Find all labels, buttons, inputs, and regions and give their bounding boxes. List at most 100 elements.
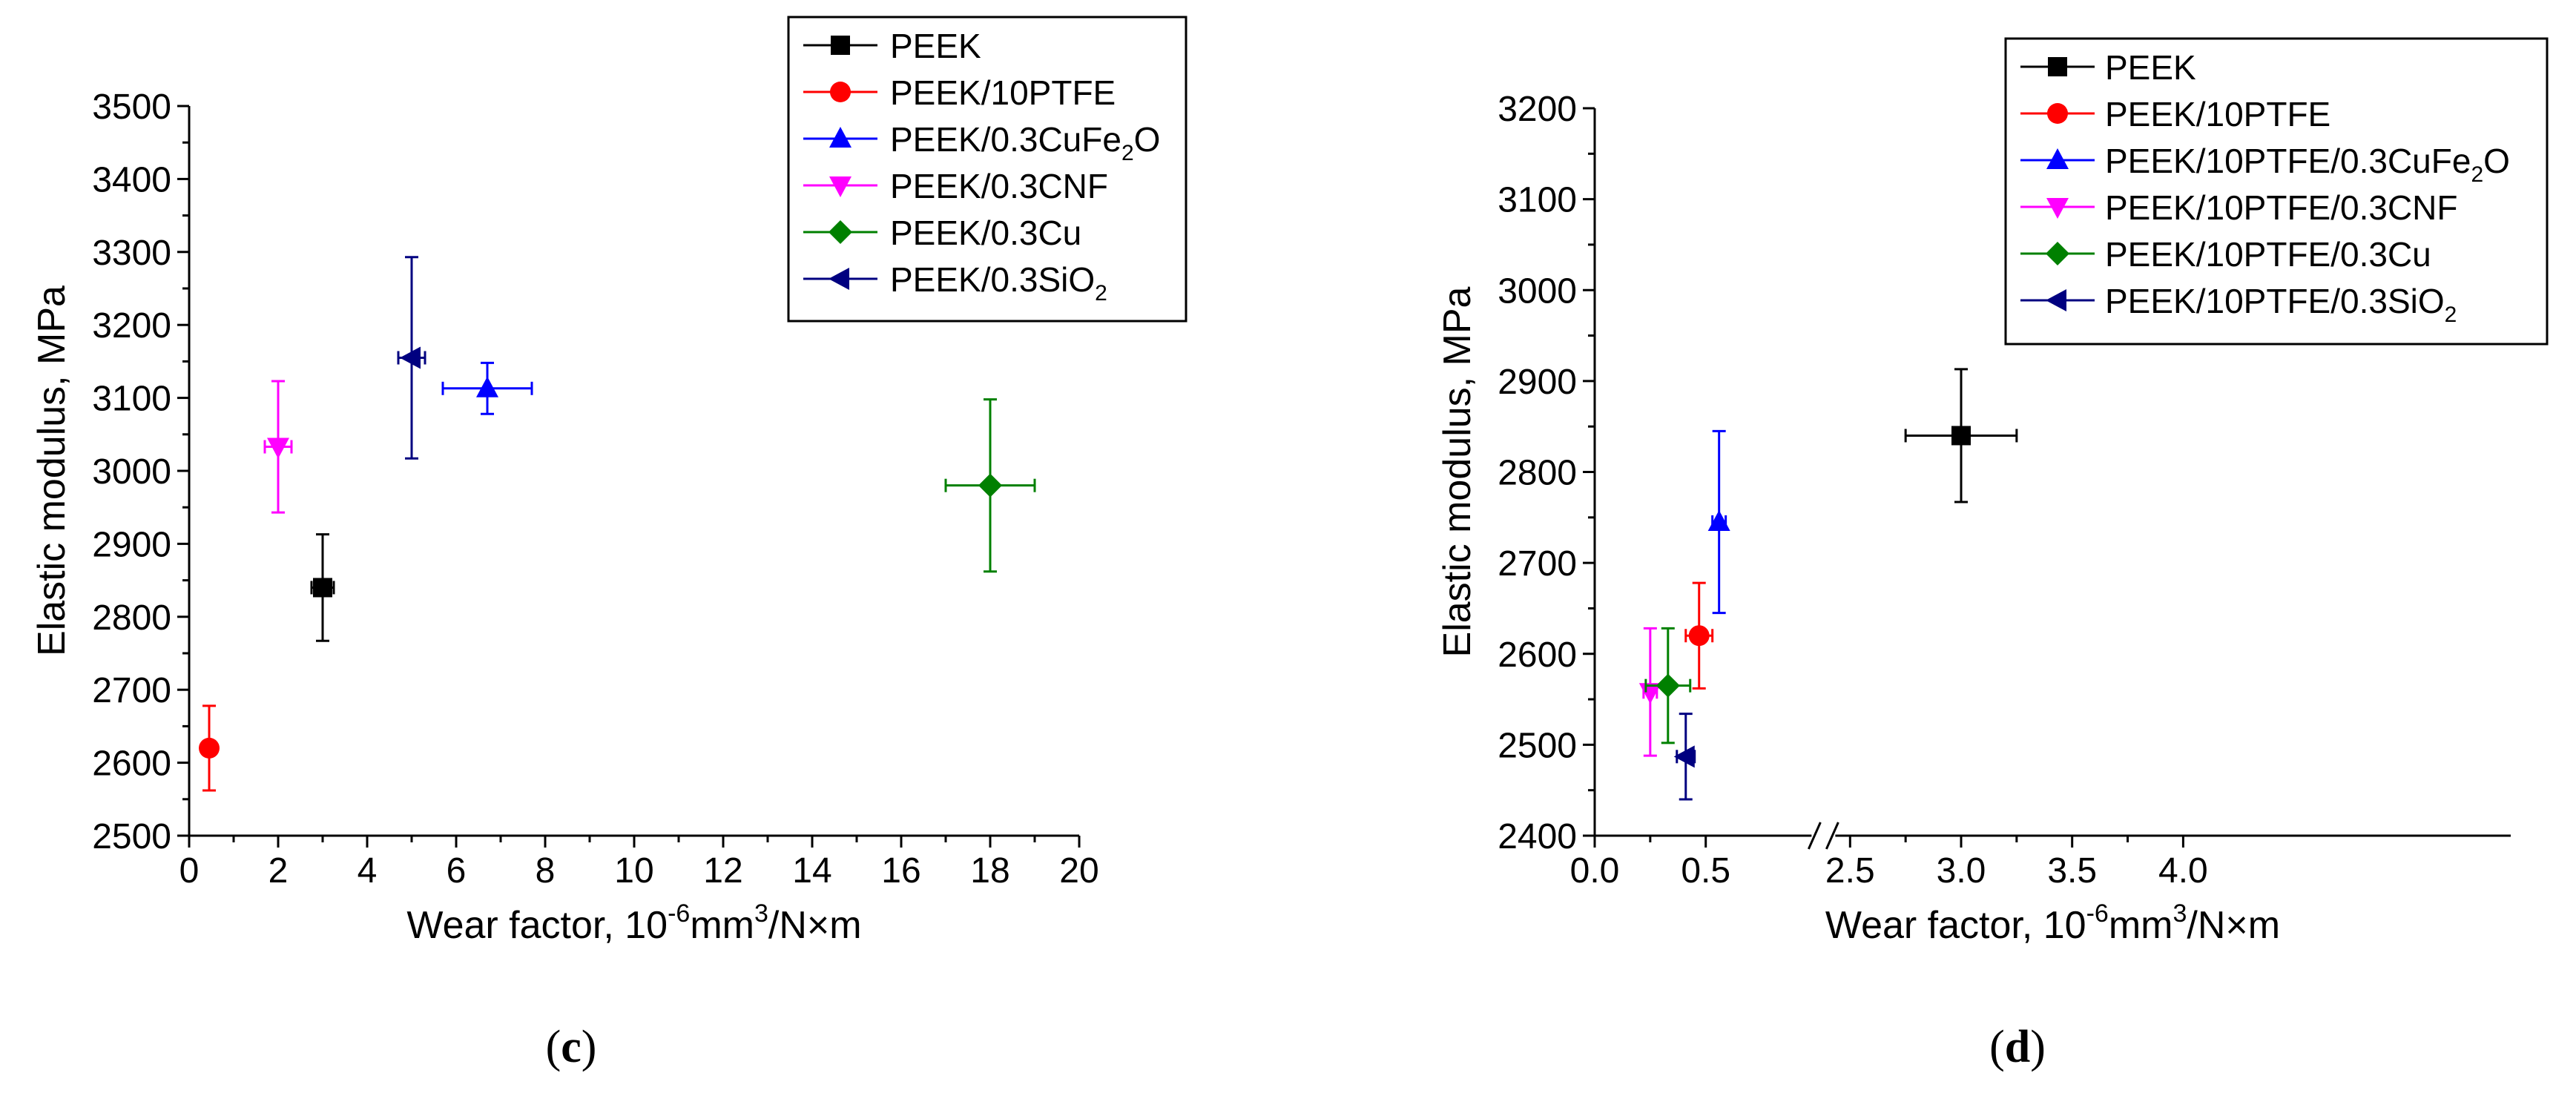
y-tick-label: 3500 [92, 87, 171, 127]
axis-break-mark [1808, 822, 1822, 850]
legend-item: PEEK/10PTFE [803, 73, 1116, 112]
x-tick-label: 3.0 [1937, 851, 1986, 891]
legend-item: PEEK/10PTFE/0.3CuFe2O [2020, 142, 2510, 187]
legend-marker [829, 268, 849, 290]
series-5 [1673, 713, 1696, 801]
x-tick-label: 2 [269, 851, 289, 891]
x-tick-label: 3.5 [2047, 851, 2097, 891]
axis-break-gap [1811, 831, 1836, 840]
legend-label: PEEK/0.3CNF [890, 167, 1108, 205]
axis-break-mark [1825, 822, 1839, 850]
y-tick-label: 3100 [92, 380, 171, 419]
legend-label: PEEK [2105, 48, 2196, 87]
legend-marker [2048, 57, 2067, 76]
y-tick-label: 2500 [1498, 726, 1577, 765]
legend-item: PEEK/10PTFE/0.3SiO2 [2020, 282, 2457, 327]
legend: PEEK PEEK/10PTFE PEEK/0.3CuFe2OPEEK/0.3CNF… [787, 16, 1187, 323]
legend-marker [829, 220, 852, 244]
y-tick-label: 2400 [1498, 817, 1577, 856]
legend-marker [2046, 198, 2069, 219]
data-point [313, 578, 332, 598]
legend-item: PEEK [2020, 48, 2196, 87]
legend-label: PEEK/10PTFE/0.3Cu [2105, 235, 2431, 274]
data-point [267, 437, 289, 459]
panel-label: (c) [546, 1022, 597, 1072]
data-point [400, 346, 421, 369]
x-axis-label: Wear factor, 10-6mm3/N×m [406, 899, 861, 947]
legend-item: PEEK/10PTFE [2020, 95, 2330, 133]
data-point [1673, 745, 1695, 768]
legend: PEEKPEEK/10PTFEPEEK/10PTFE/0.3CuFe2OPEEK… [2004, 37, 2549, 346]
chart-panel-d: 2400 2500 2600 2700 2800 2900 3000 3100 3200 0.0 0… [1436, 37, 2549, 1072]
legend-label: PEEK/10PTFE/0.3SiO2 [2105, 282, 2457, 327]
legend-item: PEEK/0.3CNF [803, 167, 1108, 205]
x-tick-label: 12 [703, 851, 742, 891]
legend-item: PEEK/0.3Cu [803, 214, 1081, 252]
y-tick-label: 2700 [1498, 544, 1577, 584]
legend-marker [829, 176, 851, 197]
y-tick-label: 3000 [1498, 271, 1577, 311]
legend-label: PEEK/0.3SiO2 [890, 260, 1107, 306]
y-tick-label: 2900 [92, 525, 171, 564]
y-axis-label: Elastic modulus, MPa [30, 285, 73, 656]
y-tick-label: 2500 [92, 817, 171, 856]
y-tick-label: 2900 [1498, 363, 1577, 402]
x-tick-label: 6 [447, 851, 467, 891]
x-tick-label: 0.5 [1681, 851, 1730, 891]
legend-marker [830, 82, 851, 102]
x-tick-label: 4 [358, 851, 378, 891]
legend-marker [829, 127, 851, 148]
series-0 [1904, 368, 2018, 503]
x-tick-label: 0 [179, 851, 200, 891]
x-tick-label: 4.0 [2158, 851, 2208, 891]
legend-marker [831, 36, 850, 55]
y-tick-label: 3300 [92, 234, 171, 273]
y-tick-label: 2600 [92, 744, 171, 784]
y-tick-label: 2800 [1498, 454, 1577, 493]
legend-label: PEEK/10PTFE/0.3CNF [2105, 188, 2458, 227]
series-0 [310, 533, 335, 642]
y-tick-label: 3200 [1498, 90, 1577, 129]
chart-panel-c: 2500 2600 2700 2800 2900 3000 3100 3200 3300 3400… [30, 16, 1187, 1072]
y-tick-label: 3000 [92, 452, 171, 492]
data-point [1707, 509, 1730, 531]
x-tick-label: 0.0 [1570, 851, 1620, 891]
data-point [1656, 673, 1680, 698]
legend-label: PEEK [890, 27, 981, 65]
legend-item: PEEK [803, 27, 981, 65]
y-tick-label: 3100 [1498, 181, 1577, 220]
series-5 [397, 256, 426, 460]
legend-item: PEEK/10PTFE/0.3Cu [2020, 235, 2431, 274]
legend-item: PEEK/10PTFE/0.3CNF [2020, 188, 2458, 227]
legend-label: PEEK/10PTFE [890, 73, 1116, 112]
y-tick-label: 2800 [92, 598, 171, 638]
legend-box [2004, 37, 2549, 346]
data-point [1638, 683, 1661, 704]
x-tick-label: 10 [614, 851, 653, 891]
x-axis-label: Wear factor, 10-6mm3/N×m [1825, 899, 2280, 947]
legend-marker [2046, 289, 2066, 311]
x-tick-label: 2.5 [1825, 851, 1875, 891]
x-tick-label: 14 [792, 851, 831, 891]
legend-item: PEEK/0.3SiO2 [803, 260, 1107, 306]
y-axis-label: Elastic modulus, MPa [1436, 286, 1479, 657]
series-1 [1684, 581, 1714, 690]
data-point [1688, 625, 1710, 647]
data-point [476, 376, 498, 397]
series-3 [263, 380, 293, 514]
panel-label: (d) [1989, 1022, 2046, 1072]
series-2 [1707, 429, 1730, 615]
legend-marker [2046, 242, 2069, 265]
series-1 [199, 704, 220, 792]
data-point [199, 737, 220, 759]
legend-box [787, 16, 1187, 323]
series-2 [441, 361, 533, 415]
legend-marker [2047, 103, 2068, 124]
x-tick-label: 8 [536, 851, 556, 891]
series-3 [1638, 627, 1661, 757]
x-tick-label: 16 [881, 851, 920, 891]
series-4 [944, 398, 1036, 573]
legend-marker [2046, 148, 2069, 169]
series-4 [1644, 627, 1692, 744]
